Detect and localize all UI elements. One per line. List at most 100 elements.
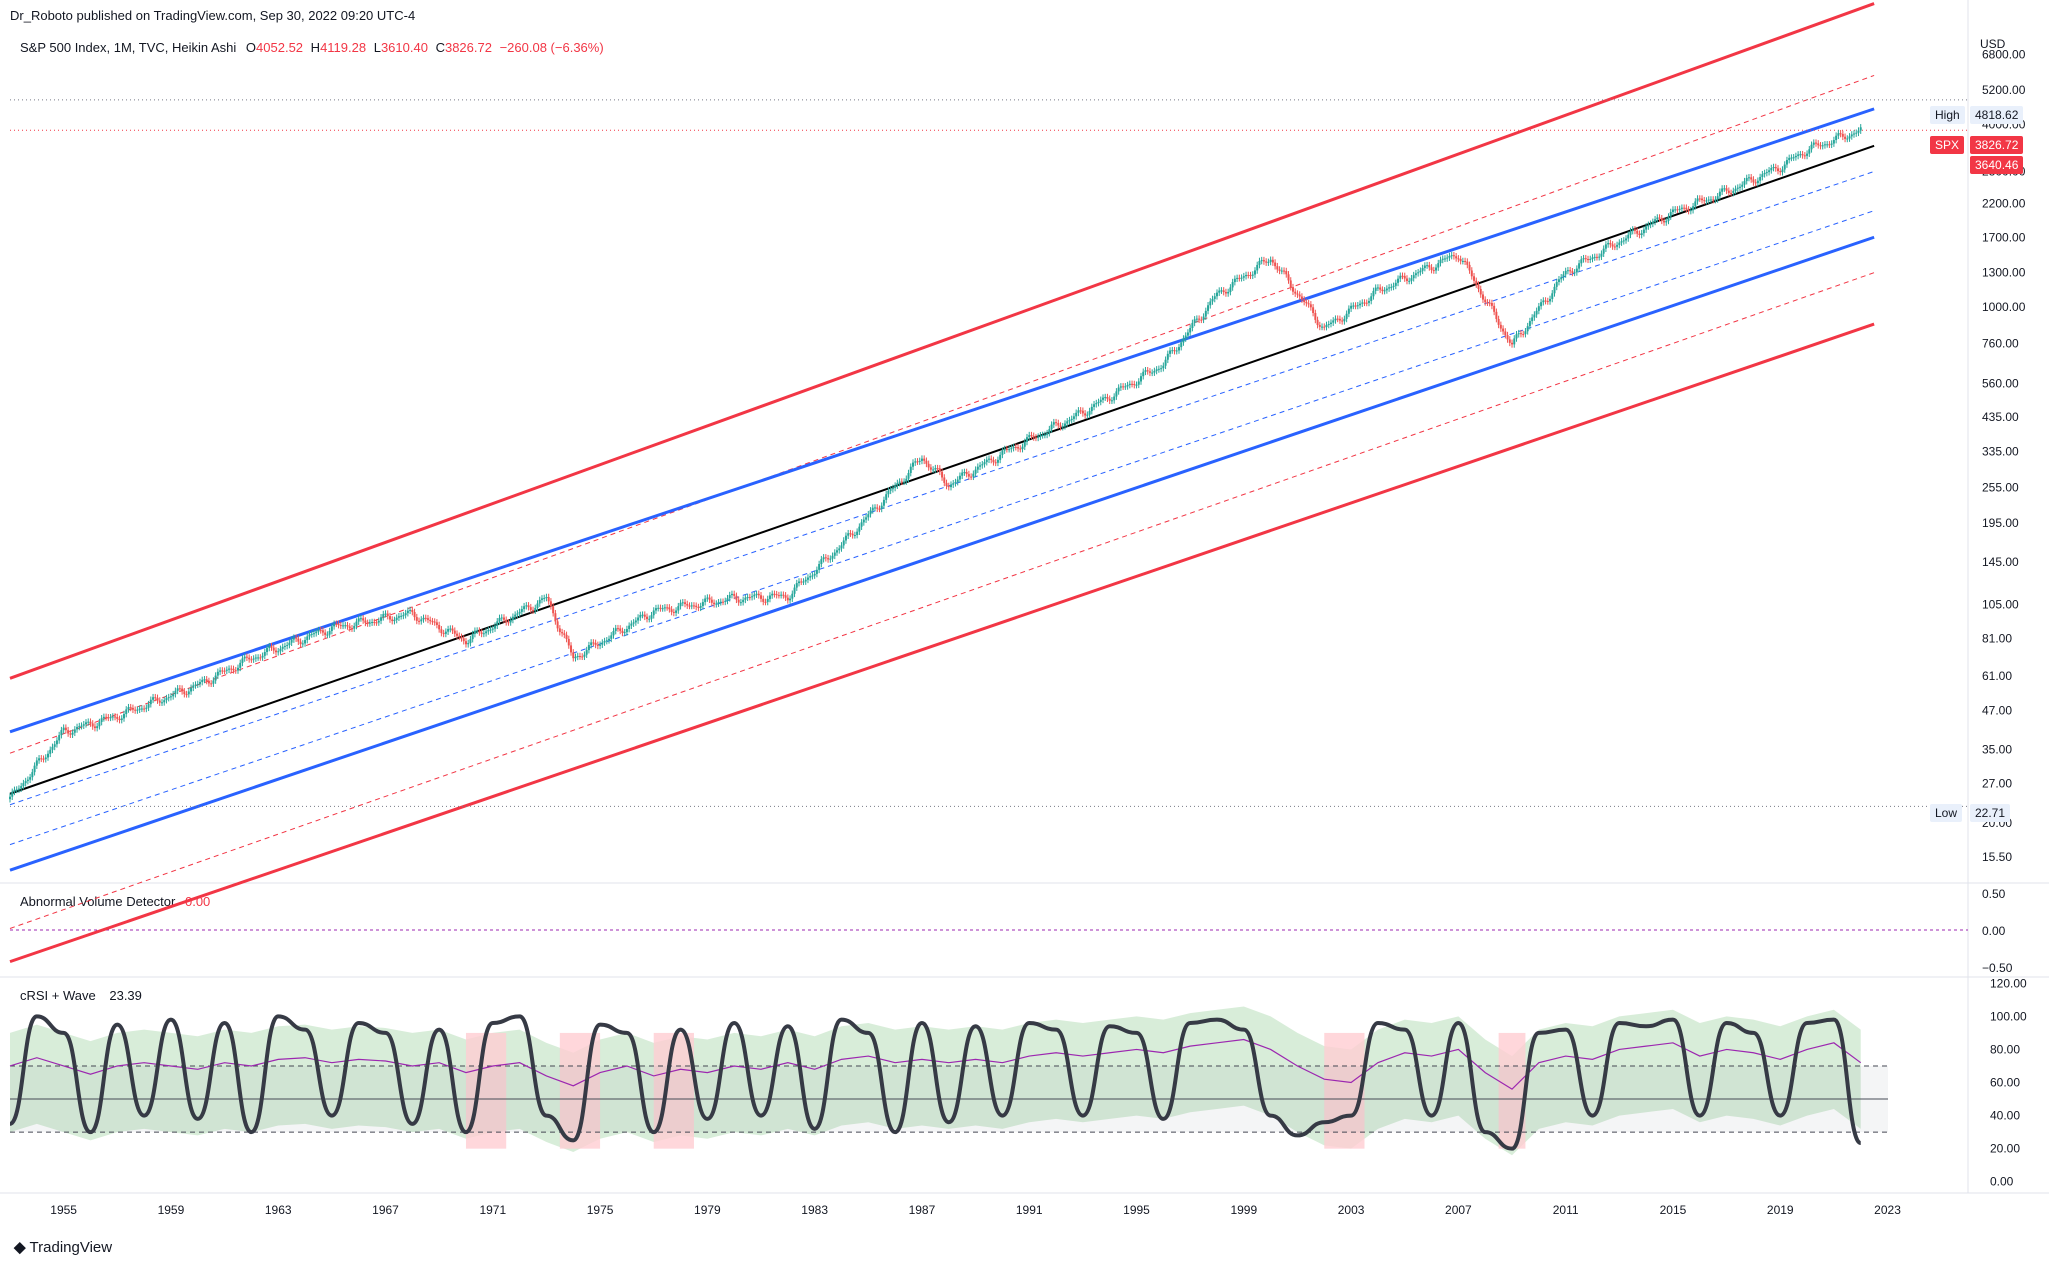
candle-body xyxy=(777,595,780,597)
candle-body xyxy=(140,708,143,710)
price-tick-label: 105.00 xyxy=(1982,597,2019,611)
price-tick-label: 27.00 xyxy=(1982,777,2012,791)
candle-body xyxy=(1696,198,1699,202)
candle-body xyxy=(1665,220,1668,223)
candle-body xyxy=(540,598,543,600)
candle-body xyxy=(1730,192,1733,194)
candle-body xyxy=(896,482,899,486)
candle-body xyxy=(480,632,483,634)
candle-body xyxy=(1808,149,1811,154)
candle-body xyxy=(1435,267,1438,271)
candle-body xyxy=(187,691,190,695)
candle-body xyxy=(1439,259,1442,264)
candle-body xyxy=(306,636,309,641)
candle-body xyxy=(357,618,360,622)
candle-body xyxy=(406,610,409,614)
candle-body xyxy=(1218,290,1221,293)
candle-body xyxy=(91,723,94,727)
price-tick-label: 47.00 xyxy=(1982,704,2012,718)
candle-body xyxy=(1470,270,1473,277)
candle-body xyxy=(279,648,282,652)
candle-body xyxy=(556,621,559,629)
candle-body xyxy=(1680,207,1683,209)
candle-body xyxy=(145,707,148,709)
candle-body xyxy=(1323,326,1326,328)
candle-body xyxy=(409,609,412,611)
candle-body xyxy=(663,607,666,609)
candle-body xyxy=(254,657,257,659)
candle-body xyxy=(842,540,845,546)
candle-body xyxy=(160,702,163,704)
candle-body xyxy=(1598,256,1601,258)
candle-body xyxy=(865,517,868,520)
candle-body xyxy=(804,579,807,582)
candle-body xyxy=(1701,198,1704,201)
candle-body xyxy=(281,646,284,649)
candle-body xyxy=(706,597,709,599)
time-tick-label: 1991 xyxy=(1016,1203,1043,1217)
candle-body xyxy=(1030,435,1033,437)
candle-body xyxy=(1455,256,1458,259)
candle-body xyxy=(1249,275,1252,277)
candle-body xyxy=(355,621,358,626)
candle-body xyxy=(292,637,295,640)
candle-body xyxy=(1832,140,1835,144)
candle-body xyxy=(1557,279,1560,283)
candle-body xyxy=(1783,164,1786,170)
candle-body xyxy=(775,594,778,596)
candle-body xyxy=(1763,172,1766,175)
channel-line-outer-8 xyxy=(9,322,1875,964)
candle-body xyxy=(149,699,152,705)
time-tick-label: 2003 xyxy=(1338,1203,1365,1217)
candle-body xyxy=(58,735,61,741)
candle-body xyxy=(82,724,85,726)
candle-body xyxy=(972,473,975,477)
candle-body xyxy=(605,640,608,642)
candle-body xyxy=(1061,426,1064,428)
candle-body xyxy=(1654,219,1657,222)
candle-body xyxy=(1093,404,1096,407)
candle-body xyxy=(1468,264,1471,271)
candle-body xyxy=(956,479,959,483)
candle-body xyxy=(1752,179,1755,183)
candle-body xyxy=(927,463,930,468)
candle-body xyxy=(507,622,510,624)
candle-body xyxy=(1714,199,1717,201)
candle-body xyxy=(1658,217,1661,219)
candle-body xyxy=(1441,258,1444,260)
candle-body xyxy=(174,690,177,695)
candle-body xyxy=(476,630,479,632)
candle-body xyxy=(1609,242,1612,245)
candle-body xyxy=(730,593,733,596)
candle-body xyxy=(1602,248,1605,254)
candle-body xyxy=(1600,253,1603,257)
candle-body xyxy=(1412,275,1415,279)
candle-body xyxy=(413,612,416,618)
candle-body xyxy=(1108,398,1111,401)
candle-body xyxy=(1663,220,1666,223)
candle-body xyxy=(453,630,456,634)
candle-body xyxy=(751,596,754,598)
candle-body xyxy=(491,628,494,630)
candle-body xyxy=(1157,368,1160,370)
candle-body xyxy=(1213,296,1216,299)
close-value: 3826.72 xyxy=(444,40,492,55)
tradingview-brand[interactable]: ◆ TradingView xyxy=(14,1238,112,1256)
candle-body xyxy=(152,697,155,700)
candle-body xyxy=(967,474,970,477)
candle-body xyxy=(1385,288,1388,291)
candle-body xyxy=(1021,446,1024,450)
candle-body xyxy=(1759,176,1762,181)
candle-body xyxy=(905,478,908,482)
candle-body xyxy=(603,641,606,643)
candle-body xyxy=(1034,437,1037,439)
candle-body xyxy=(1005,449,1008,451)
candle-body xyxy=(952,483,955,485)
price-tick-label: 15.50 xyxy=(1982,850,2012,864)
candle-body xyxy=(594,642,597,645)
candle-body xyxy=(529,607,532,610)
time-tick-label: 1959 xyxy=(158,1203,185,1217)
candle-body xyxy=(1104,397,1107,399)
candle-body xyxy=(1578,263,1581,269)
